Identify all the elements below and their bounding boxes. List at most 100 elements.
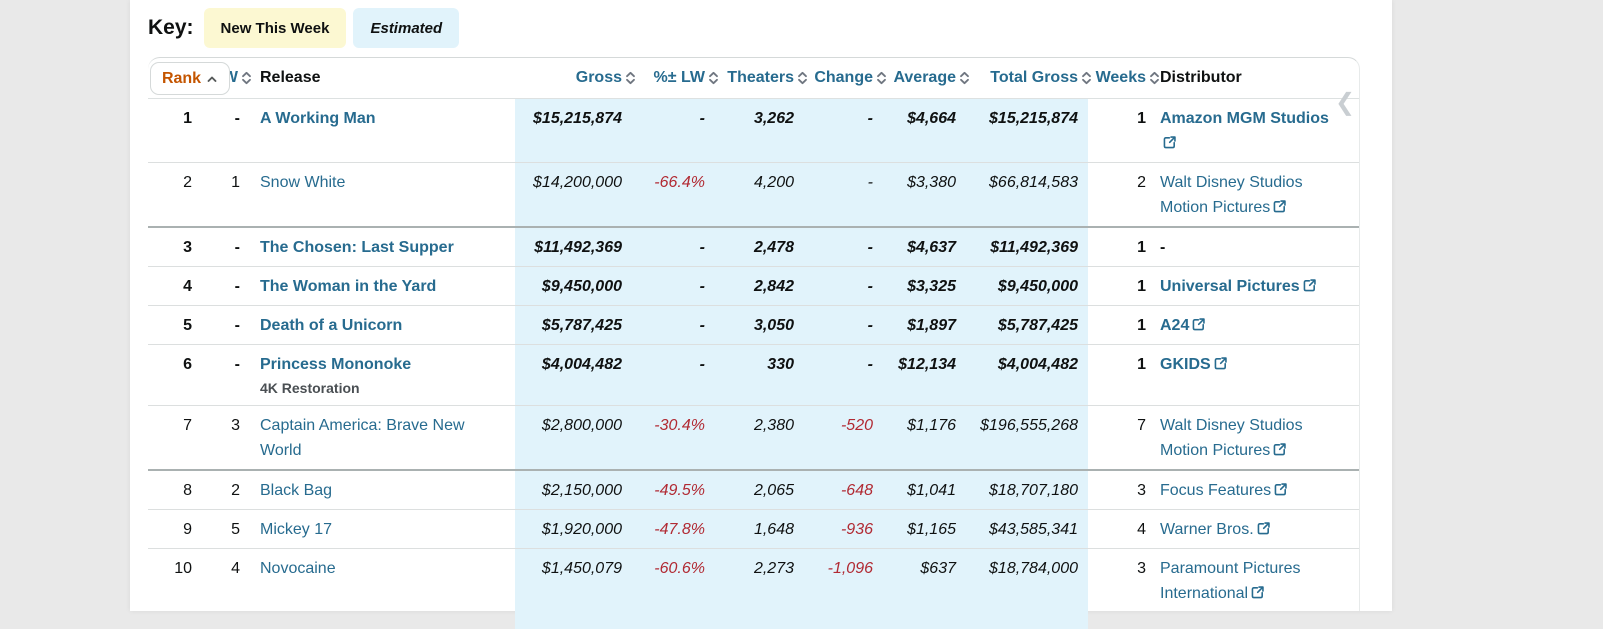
total-gross-cell: $9,450,000 bbox=[966, 267, 1088, 305]
table-header-row: Rank LW Release Gross bbox=[148, 58, 1359, 99]
release-link[interactable]: The Chosen: Last Supper bbox=[260, 239, 454, 256]
total-gross-cell: $4,004,482 bbox=[966, 345, 1088, 405]
theaters-cell: 2,842 bbox=[715, 267, 804, 305]
rank-cell: 9 bbox=[183, 521, 192, 538]
gross-cell: $14,200,000 bbox=[515, 163, 632, 226]
rank-cell: 3 bbox=[183, 239, 192, 256]
distributor-link[interactable]: Universal Pictures bbox=[1160, 278, 1317, 295]
weeks-cell: 1 bbox=[1137, 239, 1146, 256]
external-link-icon bbox=[1251, 586, 1264, 599]
sort-icon bbox=[960, 71, 969, 85]
column-header-average-label: Average bbox=[893, 69, 956, 86]
distributor-link[interactable]: Warner Bros. bbox=[1160, 521, 1271, 538]
rank-sorted-pill[interactable]: Rank bbox=[150, 62, 230, 95]
distributor-name: Paramount Pictures International bbox=[1160, 560, 1301, 602]
column-header-release-label: Release bbox=[260, 69, 321, 86]
distributor-name: - bbox=[1160, 239, 1166, 256]
theaters-cell: 330 bbox=[715, 345, 804, 405]
distributor-link[interactable]: Walt Disney Studios Motion Pictures bbox=[1160, 174, 1303, 216]
release-link[interactable]: Captain America: Brave New World bbox=[260, 417, 465, 459]
column-header-total-gross[interactable]: Total Gross bbox=[966, 58, 1091, 98]
total-gross-cell: $11,492,369 bbox=[966, 228, 1088, 266]
release-cell: A Working Man bbox=[248, 99, 515, 162]
column-header-gross-label: Gross bbox=[575, 69, 622, 86]
release-cell: Captain America: Brave New World bbox=[248, 406, 515, 469]
column-header-gross[interactable]: Gross bbox=[515, 58, 635, 98]
rank-cell: 2 bbox=[183, 174, 192, 191]
weeks-cell: 1 bbox=[1137, 278, 1146, 295]
rank-cell: 7 bbox=[183, 417, 192, 434]
release-cell: Snow White bbox=[248, 163, 515, 226]
release-link[interactable]: A Working Man bbox=[260, 110, 376, 127]
release-link[interactable]: The Woman in the Yard bbox=[260, 278, 437, 295]
theaters-cell: 1,648 bbox=[715, 510, 804, 548]
distributor-cell: GKIDS bbox=[1156, 345, 1360, 405]
average-cell: $3,325 bbox=[883, 267, 966, 305]
average-cell: $637 bbox=[883, 549, 966, 629]
change-cell: - bbox=[804, 99, 883, 162]
distributor-name: Universal Pictures bbox=[1160, 278, 1300, 295]
total-gross-cell: $18,784,000 bbox=[966, 549, 1088, 629]
gross-cell: $5,787,425 bbox=[515, 306, 632, 344]
pct-lw-cell: - bbox=[632, 267, 715, 305]
external-link-icon bbox=[1274, 483, 1287, 496]
key-estimated-chip: Estimated bbox=[353, 8, 460, 48]
column-header-weeks[interactable]: Weeks bbox=[1088, 58, 1159, 98]
column-header-average[interactable]: Average bbox=[883, 58, 969, 98]
last-week-cell: 2 bbox=[231, 482, 240, 499]
gross-cell: $11,492,369 bbox=[515, 228, 632, 266]
average-cell: $3,380 bbox=[883, 163, 966, 226]
scroll-left-chevron-icon[interactable]: ❮ bbox=[1335, 89, 1356, 116]
theaters-cell: 2,380 bbox=[715, 406, 804, 469]
column-header-rank[interactable]: Rank bbox=[148, 58, 230, 98]
weeks-cell: 1 bbox=[1137, 356, 1146, 373]
external-link-icon bbox=[1163, 136, 1176, 149]
distributor-link[interactable]: Amazon MGM Studios bbox=[1160, 110, 1329, 152]
distributor-cell: - bbox=[1156, 228, 1360, 266]
release-cell: Mickey 17 bbox=[248, 510, 515, 548]
external-link-icon bbox=[1273, 443, 1286, 456]
distributor-cell: Focus Features bbox=[1156, 471, 1360, 509]
pct-lw-cell: -47.8% bbox=[632, 510, 715, 548]
column-header-pct-lw[interactable]: %± LW bbox=[632, 58, 718, 98]
release-link[interactable]: Mickey 17 bbox=[260, 521, 333, 538]
release-cell: Novocaine bbox=[248, 549, 515, 629]
average-cell: $1,041 bbox=[883, 471, 966, 509]
distributor-link[interactable]: Paramount Pictures International bbox=[1160, 560, 1301, 602]
last-week-cell: - bbox=[234, 239, 240, 256]
release-link[interactable]: Novocaine bbox=[260, 560, 336, 577]
change-cell: -936 bbox=[804, 510, 883, 548]
distributor-link[interactable]: Focus Features bbox=[1160, 482, 1288, 499]
distributor-link[interactable]: Walt Disney Studios Motion Pictures bbox=[1160, 417, 1303, 459]
gross-cell: $2,150,000 bbox=[515, 471, 632, 509]
distributor-cell: Warner Bros. bbox=[1156, 510, 1360, 548]
last-week-cell: - bbox=[234, 110, 240, 127]
column-header-release: Release bbox=[248, 58, 515, 98]
distributor-name: Walt Disney Studios Motion Pictures bbox=[1160, 174, 1303, 216]
sort-icon bbox=[1150, 71, 1159, 85]
distributor-link[interactable]: GKIDS bbox=[1160, 356, 1228, 373]
release-link[interactable]: Black Bag bbox=[260, 482, 333, 499]
distributor-cell: Walt Disney Studios Motion Pictures bbox=[1156, 406, 1360, 469]
column-header-theaters[interactable]: Theaters bbox=[715, 58, 807, 98]
distributor-cell: Paramount Pictures International bbox=[1156, 549, 1360, 629]
distributor-link[interactable]: A24 bbox=[1160, 317, 1206, 334]
total-gross-cell: $15,215,874 bbox=[966, 99, 1088, 162]
column-header-change-label: Change bbox=[814, 69, 873, 86]
release-link[interactable]: Snow White bbox=[260, 174, 346, 191]
external-link-icon bbox=[1214, 357, 1227, 370]
distributor-cell: Universal Pictures bbox=[1156, 267, 1360, 305]
column-header-change[interactable]: Change bbox=[804, 58, 886, 98]
last-week-cell: - bbox=[234, 278, 240, 295]
release-link[interactable]: Death of a Unicorn bbox=[260, 317, 403, 334]
release-link[interactable]: Princess Mononoke bbox=[260, 356, 412, 373]
change-cell: -648 bbox=[804, 471, 883, 509]
gross-cell: $1,450,079 bbox=[515, 549, 632, 629]
box-office-table: Rank LW Release Gross bbox=[148, 57, 1360, 629]
rank-cell: 6 bbox=[183, 356, 192, 373]
column-header-rank-label: Rank bbox=[161, 69, 202, 87]
change-cell: - bbox=[804, 267, 883, 305]
pct-lw-cell: - bbox=[632, 306, 715, 344]
rank-cell: 5 bbox=[183, 317, 192, 334]
theaters-cell: 2,065 bbox=[715, 471, 804, 509]
